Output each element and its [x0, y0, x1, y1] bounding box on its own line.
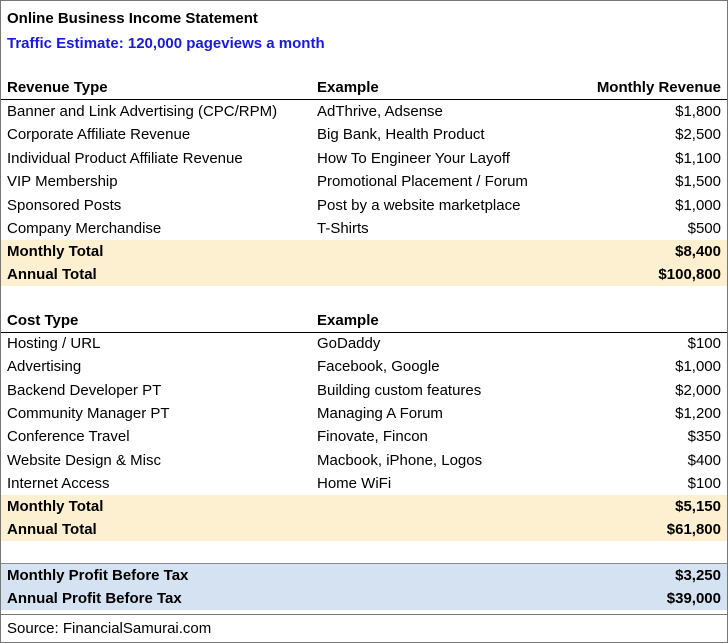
revenue-amount-cell: $1,800 — [675, 103, 721, 120]
revenue-type-header: Revenue Type — [7, 79, 108, 96]
source-note: Source: FinancialSamurai.com — [7, 620, 212, 637]
cost-amount-cell: $400 — [687, 452, 721, 469]
cost-example-cell: Building custom features — [317, 382, 482, 399]
cost-amount-cell: $350 — [687, 428, 721, 445]
cost-example-cell: GoDaddy — [317, 335, 381, 352]
monthly-profit-row: Monthly Profit Before Tax $3,250 — [1, 563, 727, 587]
cost-amount-cell: $100 — [687, 475, 721, 492]
cost-annual-total-row: Annual Total $61,800 — [1, 518, 727, 541]
cost-type-cell: Hosting / URL — [7, 335, 101, 352]
cost-amount-cell: $1,000 — [675, 358, 721, 375]
revenue-example-cell: Post by a website marketplace — [317, 197, 521, 214]
cost-type-cell: Conference Travel — [7, 428, 130, 445]
table-row: Website Design & Misc Macbook, iPhone, L… — [1, 449, 727, 472]
revenue-example-cell: AdThrive, Adsense — [317, 103, 443, 120]
revenue-amount-cell: $1,100 — [675, 150, 721, 167]
table-row: Internet Access Home WiFi $100 — [1, 472, 727, 495]
table-row: Sponsored Posts Post by a website market… — [1, 194, 727, 217]
footer-divider — [1, 614, 727, 615]
table-row: Community Manager PT Managing A Forum $1… — [1, 402, 727, 425]
title-row: Online Business Income Statement — [1, 7, 727, 30]
page-subtitle: Traffic Estimate: 120,000 pageviews a mo… — [7, 35, 325, 52]
monthly-profit-label: Monthly Profit Before Tax — [7, 567, 189, 584]
revenue-amount-cell: $1,500 — [675, 173, 721, 190]
cost-example-cell: Macbook, iPhone, Logos — [317, 452, 483, 469]
revenue-type-cell: Individual Product Affiliate Revenue — [7, 150, 243, 167]
annual-profit-value: $39,000 — [666, 590, 721, 607]
monthly-profit-value: $3,250 — [675, 567, 721, 584]
cost-type-cell: Advertising — [7, 358, 82, 375]
page-title: Online Business Income Statement — [7, 10, 258, 27]
revenue-example-cell: Promotional Placement / Forum — [317, 173, 528, 190]
cost-example-header: Example — [317, 312, 379, 329]
revenue-monthly-total-row: Monthly Total $8,400 — [1, 240, 727, 263]
table-row: Advertising Facebook, Google $1,000 — [1, 355, 727, 378]
cost-example-cell: Managing A Forum — [317, 405, 443, 422]
monthly-total-value: $8,400 — [675, 243, 721, 260]
revenue-example-cell: Big Bank, Health Product — [317, 126, 485, 143]
cost-example-cell: Home WiFi — [317, 475, 392, 492]
cost-amount-cell: $100 — [687, 335, 721, 352]
cost-type-cell: Website Design & Misc — [7, 452, 161, 469]
revenue-type-cell: Sponsored Posts — [7, 197, 122, 214]
subtitle-row: Traffic Estimate: 120,000 pageviews a mo… — [1, 32, 727, 55]
table-row: Hosting / URL GoDaddy $100 — [1, 332, 727, 355]
monthly-revenue-header: Monthly Revenue — [596, 79, 721, 96]
annual-total-label: Annual Total — [7, 521, 97, 538]
cost-amount-cell: $1,200 — [675, 405, 721, 422]
revenue-type-cell: VIP Membership — [7, 173, 118, 190]
cost-example-cell: Finovate, Fincon — [317, 428, 428, 445]
cost-example-cell: Facebook, Google — [317, 358, 440, 375]
revenue-example-cell: How To Engineer Your Layoff — [317, 150, 510, 167]
revenue-type-cell: Corporate Affiliate Revenue — [7, 126, 191, 143]
table-row: Company Merchandise T-Shirts $500 — [1, 217, 727, 240]
cost-type-header: Cost Type — [7, 312, 79, 329]
revenue-type-cell: Company Merchandise — [7, 220, 162, 237]
annual-total-value: $100,800 — [658, 266, 721, 283]
annual-total-value: $61,800 — [666, 521, 721, 538]
table-row: Conference Travel Finovate, Fincon $350 — [1, 425, 727, 448]
table-row: Individual Product Affiliate Revenue How… — [1, 147, 727, 170]
revenue-type-cell: Banner and Link Advertising (CPC/RPM) — [7, 103, 278, 120]
revenue-amount-cell: $1,000 — [675, 197, 721, 214]
cost-monthly-total-row: Monthly Total $5,150 — [1, 495, 727, 518]
table-row: Banner and Link Advertising (CPC/RPM) Ad… — [1, 100, 727, 123]
table-row: Backend Developer PT Building custom fea… — [1, 379, 727, 402]
revenue-example-header: Example — [317, 79, 379, 96]
cost-type-cell: Internet Access — [7, 475, 110, 492]
table-row: VIP Membership Promotional Placement / F… — [1, 170, 727, 193]
cost-amount-cell: $2,000 — [675, 382, 721, 399]
table-row: Corporate Affiliate Revenue Big Bank, He… — [1, 123, 727, 146]
monthly-total-label: Monthly Total — [7, 243, 104, 260]
source-row: Source: FinancialSamurai.com — [1, 617, 727, 640]
revenue-amount-cell: $2,500 — [675, 126, 721, 143]
revenue-example-cell: T-Shirts — [317, 220, 369, 237]
cost-header-row: Cost Type Example — [1, 309, 727, 333]
annual-profit-label: Annual Profit Before Tax — [7, 590, 182, 607]
revenue-header-row: Revenue Type Example Monthly Revenue — [1, 76, 727, 100]
cost-type-cell: Backend Developer PT — [7, 382, 162, 399]
annual-profit-row: Annual Profit Before Tax $39,000 — [1, 587, 727, 610]
cost-type-cell: Community Manager PT — [7, 405, 170, 422]
monthly-total-value: $5,150 — [675, 498, 721, 515]
revenue-annual-total-row: Annual Total $100,800 — [1, 263, 727, 286]
revenue-amount-cell: $500 — [687, 220, 721, 237]
monthly-total-label: Monthly Total — [7, 498, 104, 515]
annual-total-label: Annual Total — [7, 266, 97, 283]
